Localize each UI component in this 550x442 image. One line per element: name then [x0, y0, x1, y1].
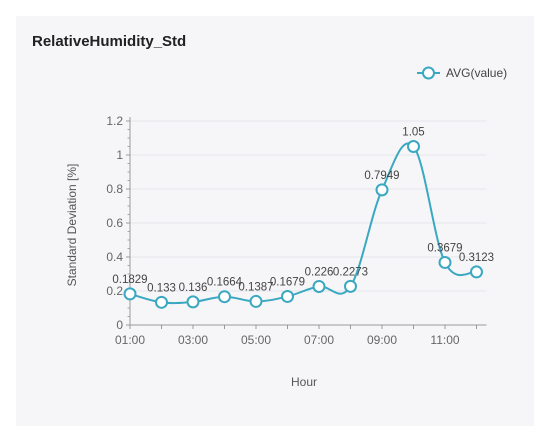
axes: 0 0.2 0.4 0.6 0.8 1 1.2 01:00 03:00 05:00 07:00 09:… [106, 114, 487, 347]
data-label: 0.1679 [270, 276, 305, 288]
data-label: 1.05 [402, 127, 424, 139]
series-avg-value [123, 140, 483, 309]
data-point[interactable] [438, 255, 452, 269]
data-point[interactable] [375, 183, 389, 197]
data-label: 0.1387 [238, 281, 273, 293]
data-point[interactable] [312, 279, 326, 293]
x-tick-label: 07:00 [304, 333, 334, 347]
y-tick-label: 0.6 [106, 216, 123, 230]
y-tick-label: 0.8 [106, 182, 123, 196]
y-tick-label: 1.2 [106, 114, 123, 128]
x-tick-label: 05:00 [241, 333, 271, 347]
x-tick-label: 03:00 [178, 333, 208, 347]
y-tick-label: 1 [116, 148, 123, 162]
data-point[interactable] [281, 289, 294, 303]
data-point[interactable] [344, 279, 357, 293]
data-label: 0.136 [179, 282, 208, 294]
x-axis-label: Hour [291, 375, 317, 389]
data-label: 0.1829 [112, 274, 147, 286]
data-label: 0.2273 [333, 266, 368, 278]
data-label: 0.1664 [207, 277, 243, 289]
data-label: 0.226 [305, 266, 334, 278]
panel-title: RelativeHumidity_Std [32, 33, 187, 50]
y-tick-label: 0.2 [106, 284, 123, 298]
x-tick-label: 01:00 [115, 333, 145, 347]
data-point[interactable] [186, 295, 200, 309]
data-point[interactable] [218, 290, 231, 304]
data-point[interactable] [407, 140, 420, 153]
y-tick-label: 0 [116, 318, 123, 332]
legend-label: AVG(value) [446, 66, 507, 80]
y-axis-label: Standard Deviation [%] [65, 164, 79, 287]
data-point[interactable] [155, 295, 168, 309]
data-label: 0.3123 [459, 252, 494, 264]
data-point[interactable] [123, 287, 137, 301]
legend[interactable]: AVG(value) [417, 66, 507, 80]
data-point[interactable] [470, 265, 483, 279]
legend-marker-icon [422, 66, 435, 80]
x-tick-label: 11:00 [430, 333, 459, 347]
data-point[interactable] [249, 294, 263, 308]
data-label: 0.3679 [427, 242, 462, 254]
data-label: 0.133 [147, 282, 176, 294]
data-label: 0.7949 [364, 170, 399, 182]
y-tick-label: 0.4 [106, 250, 123, 264]
x-tick-label: 09:00 [367, 333, 397, 347]
chart-panel: RelativeHumidity_Std [16, 16, 534, 426]
